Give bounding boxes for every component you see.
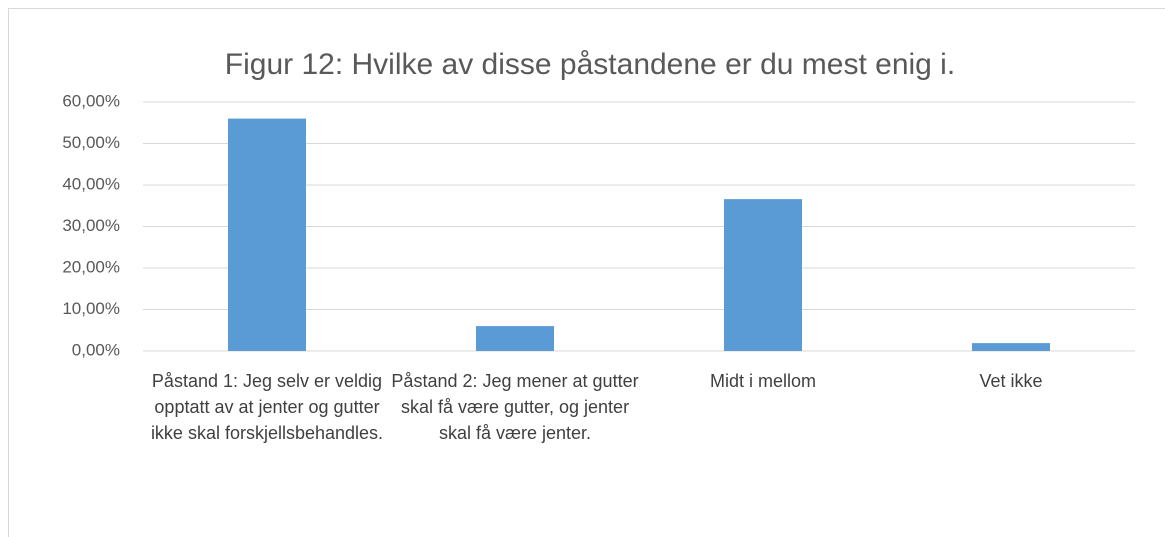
y-tick-label: 40,00%: [62, 174, 120, 193]
y-tick-label: 50,00%: [62, 133, 120, 152]
chart-border: [8, 8, 1165, 537]
y-tick-label: 60,00%: [62, 91, 120, 110]
bar: [724, 199, 802, 351]
x-tick-label: Midt i mellom: [709, 371, 816, 391]
x-tick-label: Påstand 2: Jeg mener at gutter skal få v…: [391, 371, 639, 443]
x-tick-label: Vet ikke: [979, 371, 1043, 391]
chart-title: Figur 12: Hvilke av disse påstandene er …: [225, 48, 955, 81]
bar: [228, 118, 306, 351]
y-tick-label: 10,00%: [62, 299, 120, 318]
y-tick-label: 0,00%: [72, 340, 120, 359]
x-tick-label: Påstand 1: Jeg selv er veldig opptatt av…: [150, 371, 384, 443]
y-tick-label: 20,00%: [62, 257, 120, 276]
bar: [972, 343, 1050, 351]
y-tick-label: 30,00%: [62, 216, 120, 235]
bar: [476, 326, 554, 351]
